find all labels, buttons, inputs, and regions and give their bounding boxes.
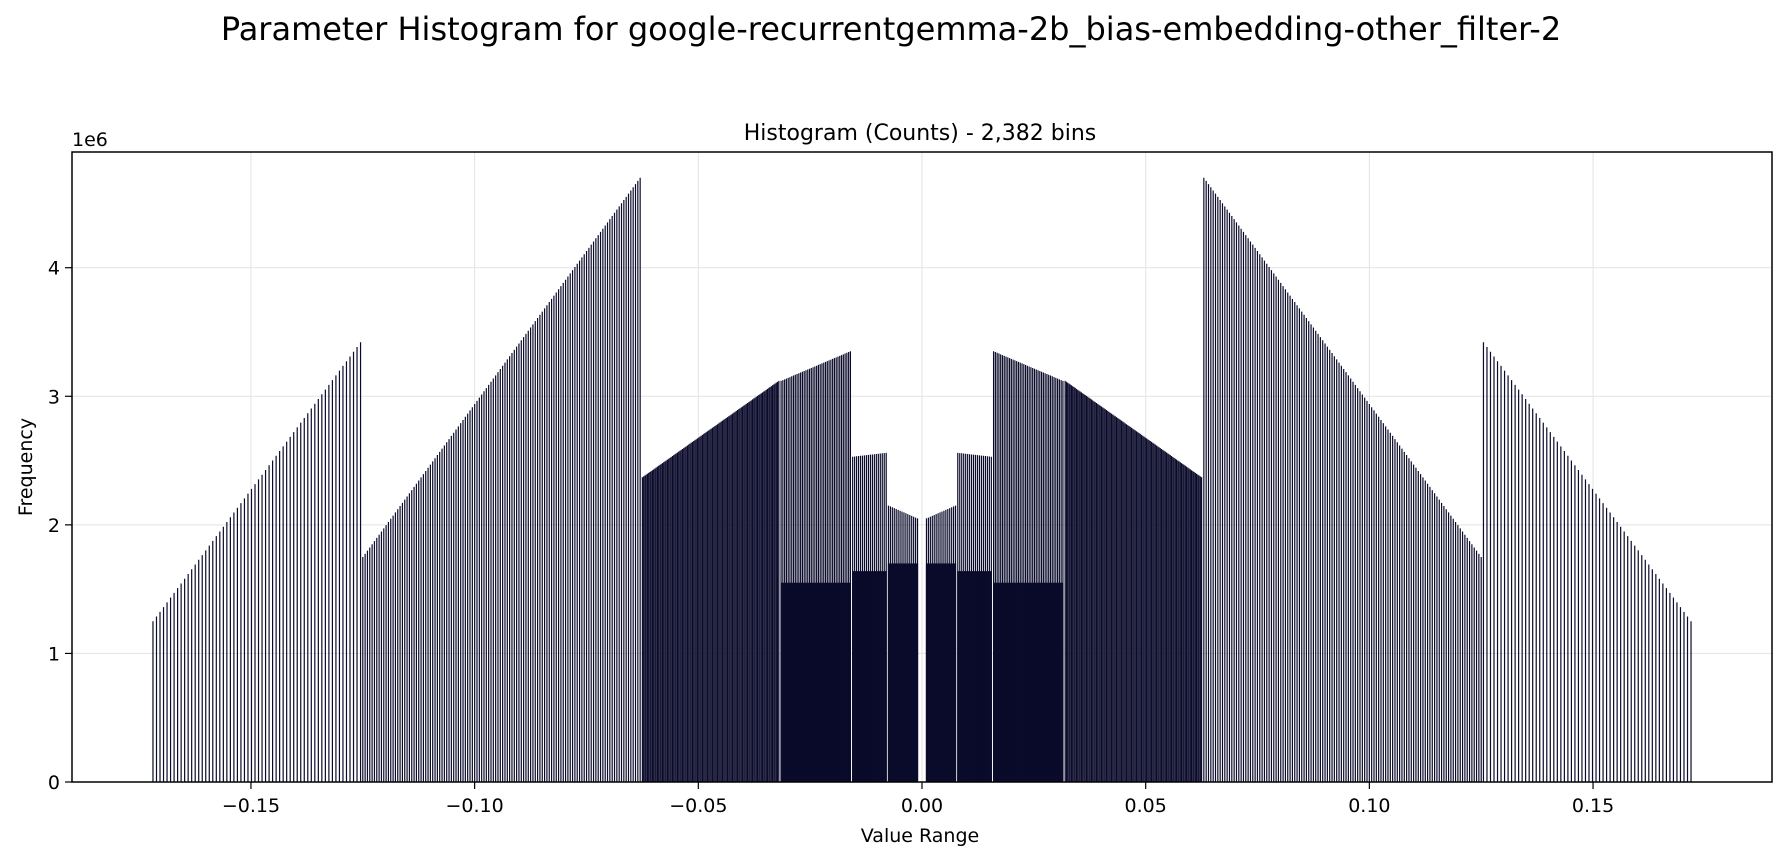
x-tick-label: −0.10 (446, 795, 504, 817)
histogram-bars (152, 177, 1692, 782)
x-tick-label: 0.05 (1125, 795, 1167, 817)
x-tick-label: 0.10 (1348, 795, 1390, 817)
x-tick-label: −0.05 (669, 795, 727, 817)
y-tick-label: 4 (48, 258, 60, 280)
x-tick-label: 0.00 (901, 795, 943, 817)
grid-lines (72, 152, 1772, 783)
dense-bar-block (852, 571, 887, 782)
y-axis-label: Frequency (15, 418, 37, 516)
x-axis: −0.15 −0.10 −0.05 0.00 0.05 0.10 0.15 (222, 782, 1614, 817)
y-tick-label: 2 (48, 515, 60, 537)
x-axis-label: Value Range (861, 825, 979, 847)
dense-bar-block (780, 582, 852, 782)
dense-bar-block (992, 582, 1064, 782)
x-tick-label: −0.15 (222, 795, 280, 817)
y-axis: 0 1 2 3 4 (48, 258, 72, 794)
x-tick-label: 0.15 (1572, 795, 1614, 817)
y-tick-label: 0 (48, 772, 60, 794)
y-tick-label: 1 (48, 643, 60, 665)
y-offset-label: 1e6 (72, 129, 108, 151)
figure-title: Parameter Histogram for google-recurrent… (221, 10, 1561, 48)
y-tick-label: 3 (48, 386, 60, 408)
axes-title: Histogram (Counts) - 2,382 bins (744, 121, 1096, 146)
dense-bar-block (957, 571, 992, 782)
